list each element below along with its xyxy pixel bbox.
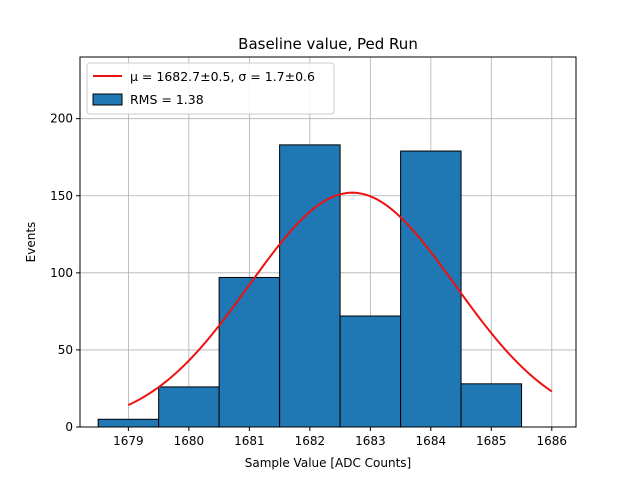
x-axis-label: Sample Value [ADC Counts] bbox=[245, 456, 411, 470]
x-tick-label: 1684 bbox=[416, 434, 447, 448]
x-tick-label: 1685 bbox=[476, 434, 507, 448]
y-tick-label: 150 bbox=[50, 189, 73, 203]
x-tick-label: 1681 bbox=[234, 434, 265, 448]
x-tick-label: 1680 bbox=[174, 434, 205, 448]
histogram-bar bbox=[460, 383, 523, 428]
histogram-bar bbox=[97, 418, 160, 428]
x-tick-label: 1682 bbox=[295, 434, 326, 448]
legend-histogram-label: RMS = 1.38 bbox=[130, 92, 204, 107]
histogram-bars bbox=[97, 144, 523, 428]
x-tick-label: 1679 bbox=[113, 434, 144, 448]
histogram-bar bbox=[339, 315, 402, 428]
plot-frame bbox=[79, 56, 577, 428]
x-tick-label: 1686 bbox=[537, 434, 568, 448]
y-axis-ticks: 0 50 100 150 200 bbox=[50, 112, 80, 434]
chart-title: Baseline value, Ped Run bbox=[238, 35, 418, 53]
y-tick-label: 0 bbox=[65, 420, 73, 434]
legend-box bbox=[86, 62, 335, 115]
x-tick-label: 1683 bbox=[355, 434, 386, 448]
histogram-bar bbox=[218, 276, 281, 428]
x-axis-ticks: 1679 1680 1681 1682 1683 1684 1685 1686 bbox=[113, 427, 567, 448]
y-tick-label: 100 bbox=[50, 266, 73, 280]
legend-fit-label: μ = 1682.7±0.5, σ = 1.7±0.6 bbox=[130, 69, 315, 84]
y-axis-label: Events bbox=[24, 222, 38, 263]
y-tick-label: 200 bbox=[50, 112, 73, 126]
gaussian-fit-curve bbox=[127, 191, 553, 406]
legend: μ = 1682.7±0.5, σ = 1.7±0.6 RMS = 1.38 bbox=[86, 62, 335, 115]
histogram-bar bbox=[279, 144, 341, 428]
histogram-bar bbox=[158, 386, 220, 428]
histogram-bar bbox=[400, 150, 462, 428]
y-tick-label: 50 bbox=[58, 343, 73, 357]
legend-histogram-patch bbox=[92, 93, 123, 106]
